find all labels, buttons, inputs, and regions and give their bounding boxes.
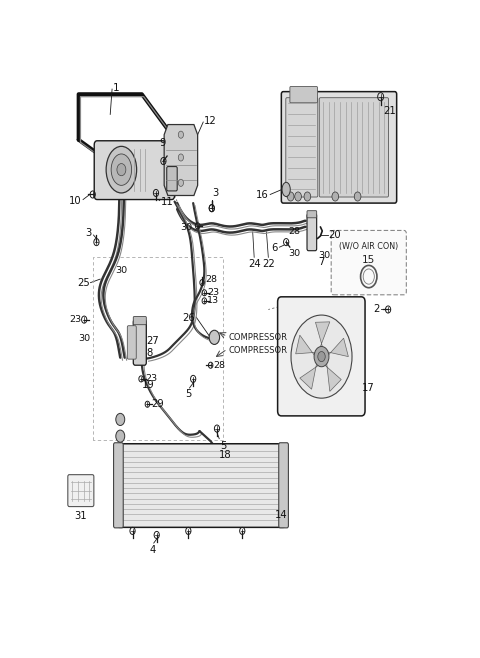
Text: 28: 28 bbox=[213, 361, 225, 370]
Text: 1: 1 bbox=[113, 83, 120, 93]
Text: (W/O AIR CON): (W/O AIR CON) bbox=[339, 241, 398, 251]
Polygon shape bbox=[322, 357, 341, 392]
FancyBboxPatch shape bbox=[307, 214, 317, 251]
Circle shape bbox=[178, 154, 183, 161]
Text: 3: 3 bbox=[213, 188, 219, 198]
FancyBboxPatch shape bbox=[133, 320, 146, 365]
Text: 5: 5 bbox=[185, 389, 192, 399]
Text: 30: 30 bbox=[180, 224, 192, 232]
Circle shape bbox=[178, 179, 183, 186]
Text: 30: 30 bbox=[78, 334, 91, 343]
Polygon shape bbox=[323, 338, 348, 358]
Polygon shape bbox=[296, 335, 319, 360]
Text: 7: 7 bbox=[319, 257, 325, 267]
Text: 28: 28 bbox=[205, 274, 217, 284]
Text: 13: 13 bbox=[207, 296, 219, 305]
Text: 12: 12 bbox=[204, 116, 216, 126]
Text: 9: 9 bbox=[160, 138, 166, 148]
Text: COMPRESSOR: COMPRESSOR bbox=[228, 345, 287, 355]
Text: 3: 3 bbox=[86, 228, 92, 238]
FancyBboxPatch shape bbox=[118, 443, 285, 527]
Ellipse shape bbox=[111, 154, 132, 186]
Text: 29: 29 bbox=[151, 399, 164, 409]
Text: 19: 19 bbox=[142, 380, 155, 390]
Text: 10: 10 bbox=[69, 195, 82, 205]
Text: 16: 16 bbox=[256, 191, 269, 201]
Text: 15: 15 bbox=[362, 255, 375, 265]
Text: 23: 23 bbox=[70, 315, 82, 324]
Text: 4: 4 bbox=[149, 545, 156, 555]
Text: 5: 5 bbox=[220, 441, 227, 451]
Circle shape bbox=[291, 315, 352, 398]
Text: 24: 24 bbox=[248, 259, 261, 269]
FancyBboxPatch shape bbox=[331, 230, 407, 295]
Text: 31: 31 bbox=[74, 511, 87, 520]
Text: 18: 18 bbox=[219, 450, 232, 460]
Text: 30: 30 bbox=[115, 266, 127, 275]
Text: 6: 6 bbox=[272, 243, 278, 253]
FancyBboxPatch shape bbox=[133, 316, 146, 324]
Circle shape bbox=[116, 430, 125, 442]
FancyBboxPatch shape bbox=[167, 166, 177, 191]
Circle shape bbox=[178, 131, 183, 138]
Circle shape bbox=[209, 330, 219, 344]
Polygon shape bbox=[300, 359, 323, 390]
Text: 26: 26 bbox=[182, 313, 195, 323]
Text: 30: 30 bbox=[319, 251, 331, 260]
Circle shape bbox=[304, 192, 311, 201]
Circle shape bbox=[354, 192, 361, 201]
Text: 14: 14 bbox=[275, 510, 288, 520]
FancyBboxPatch shape bbox=[281, 91, 396, 203]
Text: COMPRESSOR: COMPRESSOR bbox=[228, 333, 287, 342]
Text: 30: 30 bbox=[288, 249, 300, 258]
Circle shape bbox=[332, 192, 338, 201]
Ellipse shape bbox=[106, 146, 137, 193]
Ellipse shape bbox=[282, 182, 290, 197]
FancyBboxPatch shape bbox=[277, 297, 365, 416]
Text: 21: 21 bbox=[384, 107, 396, 116]
Text: 8: 8 bbox=[146, 347, 153, 357]
FancyBboxPatch shape bbox=[307, 211, 317, 218]
Circle shape bbox=[117, 164, 126, 176]
FancyBboxPatch shape bbox=[279, 443, 288, 528]
FancyBboxPatch shape bbox=[114, 443, 123, 528]
Text: 28: 28 bbox=[288, 228, 300, 236]
Polygon shape bbox=[315, 322, 330, 353]
FancyBboxPatch shape bbox=[290, 87, 317, 103]
Circle shape bbox=[116, 413, 125, 426]
Text: 20: 20 bbox=[329, 230, 341, 240]
Circle shape bbox=[318, 351, 325, 362]
FancyBboxPatch shape bbox=[319, 97, 388, 197]
FancyBboxPatch shape bbox=[286, 97, 318, 197]
Text: 2: 2 bbox=[373, 305, 379, 315]
Text: 25: 25 bbox=[77, 278, 90, 288]
Text: 11: 11 bbox=[160, 197, 173, 207]
Circle shape bbox=[295, 192, 301, 201]
Text: 23: 23 bbox=[145, 374, 157, 384]
FancyBboxPatch shape bbox=[68, 474, 94, 507]
FancyBboxPatch shape bbox=[94, 141, 175, 199]
Circle shape bbox=[288, 192, 294, 201]
Circle shape bbox=[314, 347, 329, 367]
Text: 27: 27 bbox=[146, 336, 159, 346]
Text: 17: 17 bbox=[362, 383, 375, 393]
Text: 23: 23 bbox=[207, 288, 219, 297]
Text: 22: 22 bbox=[262, 259, 275, 269]
Polygon shape bbox=[164, 124, 198, 195]
FancyBboxPatch shape bbox=[127, 326, 136, 359]
